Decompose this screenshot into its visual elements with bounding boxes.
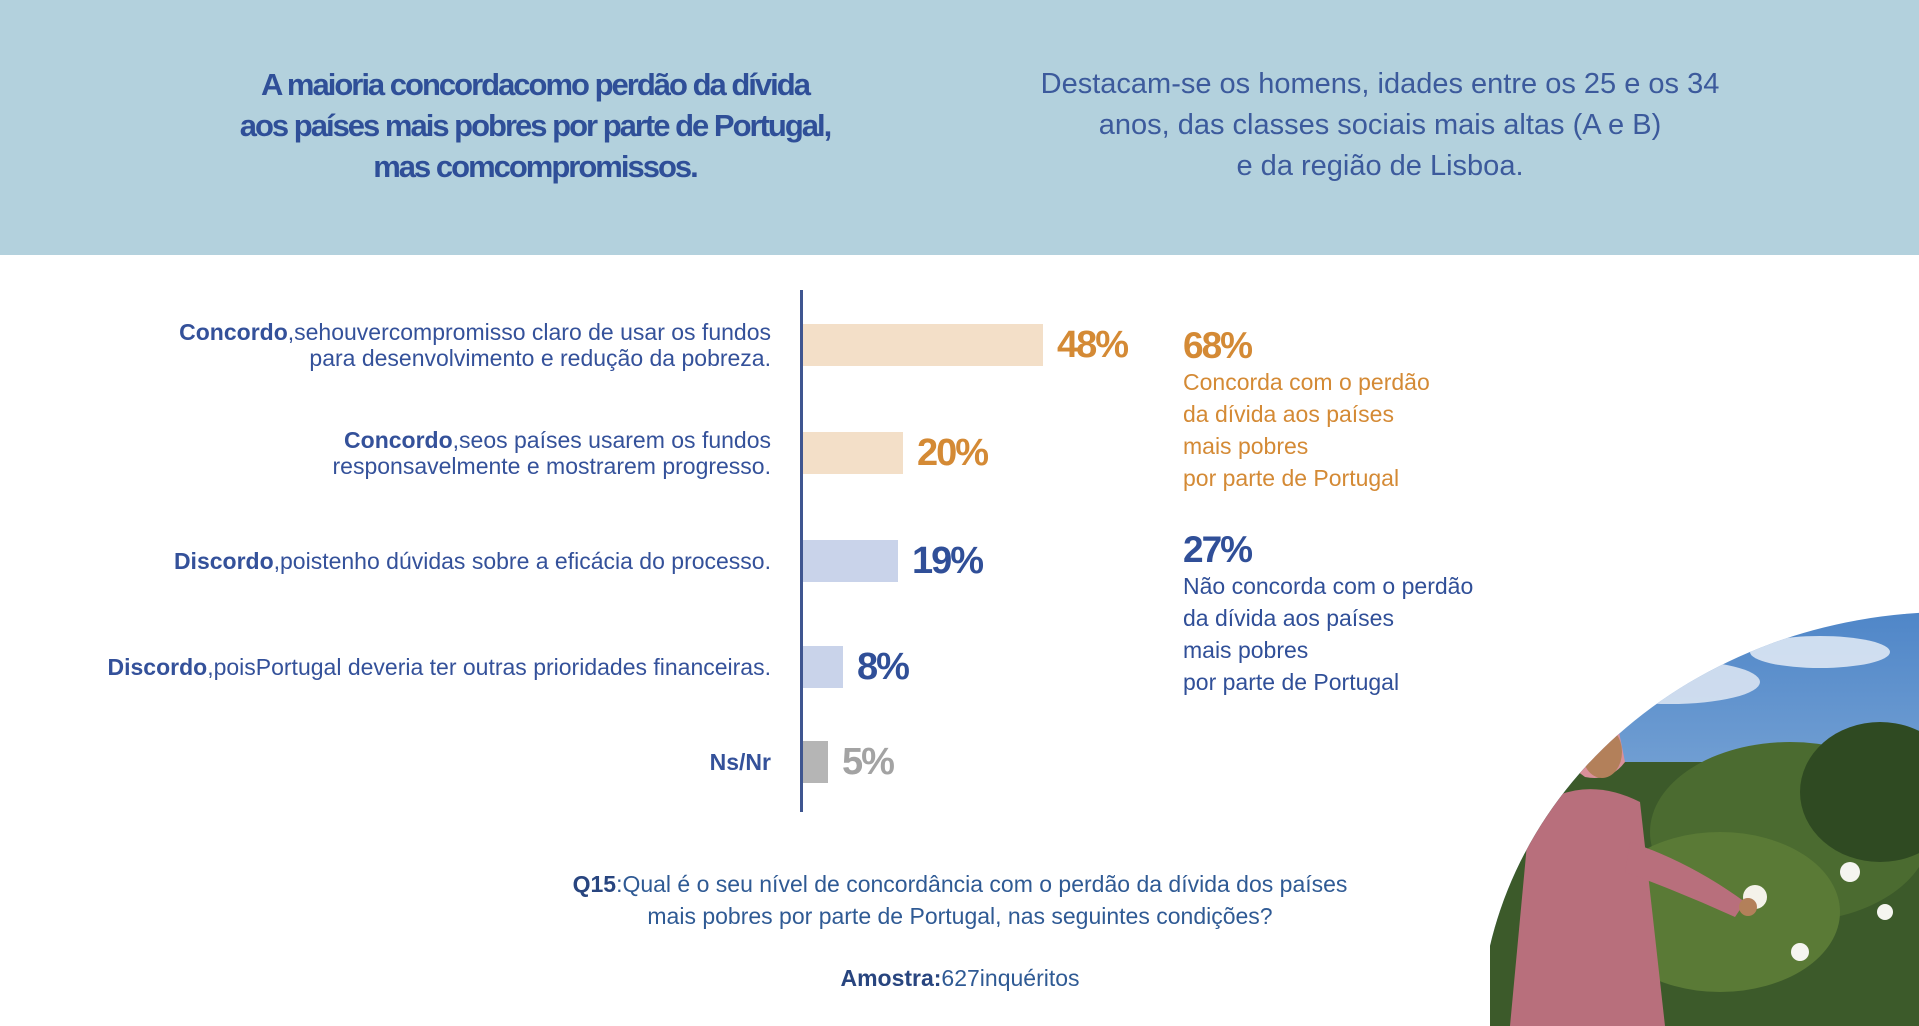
- headline: A maioria concordacomo perdão da dívida …: [170, 64, 900, 187]
- category-label: Ns/Nr: [710, 749, 771, 775]
- bar-0: [803, 324, 1043, 366]
- bar-value-label: 48%: [1057, 324, 1129, 366]
- chart-axis: [800, 290, 803, 812]
- headline-line: mas comcompromissos.: [373, 149, 699, 184]
- bar-2: [803, 540, 898, 582]
- question-text: mais pobres por parte de Portugal, nas s…: [647, 903, 1273, 929]
- category-label: Discordo,poisPortugal deveria ter outras…: [108, 654, 772, 680]
- summary-line: mais pobres: [1183, 637, 1309, 663]
- headline-line: A maioria concordacomo perdão da dívida: [261, 67, 811, 102]
- headline-line: aos países mais pobres por parte de Port…: [239, 108, 833, 143]
- bar-value-label: 20%: [917, 432, 989, 474]
- category-label-bold: Ns/Nr: [709, 749, 771, 775]
- summary-agree-text: Concorda com o perdão da dívida aos país…: [1183, 366, 1430, 494]
- category-label-bold: Discordo: [107, 654, 208, 680]
- question-id: Q15: [572, 871, 617, 897]
- category-label: Concordo,seos países usarem os fundos res…: [333, 427, 771, 479]
- sample-value: 627inquéritos: [941, 965, 1080, 991]
- survey-question: Q15:Qual é o seu nível de concordância c…: [500, 868, 1420, 932]
- bar-4: [803, 741, 828, 783]
- summary-line: da dívida aos países: [1183, 401, 1394, 427]
- bar-value-label: 19%: [912, 540, 984, 582]
- subhead-line: e da região de Lisboa.: [1236, 150, 1524, 182]
- category-label-text: ,sehouvercompromisso claro de usar os fu…: [287, 319, 771, 345]
- summary-agree-pct: 68%: [1183, 325, 1253, 366]
- summary-disagree-text: Não concorda com o perdão da dívida aos …: [1183, 570, 1473, 698]
- category-label-text: ,poistenho dúvidas sobre a eficácia do p…: [273, 548, 771, 574]
- category-label: Discordo,poistenho dúvidas sobre a eficá…: [174, 548, 771, 574]
- sample-size: Amostra:627inquéritos: [700, 962, 1220, 994]
- photo-illustration: [1490, 612, 1919, 1026]
- summary-line: por parte de Portugal: [1183, 465, 1400, 491]
- bar-3: [803, 646, 843, 688]
- category-label-text: para desenvolvimento e redução da pobrez…: [309, 345, 771, 371]
- cotton-field-photo: [1490, 612, 1919, 1026]
- subhead-line: Destacam-se os homens, idades entre os 2…: [1040, 68, 1720, 100]
- sample-label: Amostra:: [840, 965, 942, 991]
- subhead-line: anos, das classes sociais mais altas (A …: [1098, 109, 1662, 141]
- header-banner: A maioria concordacomo perdão da dívida …: [0, 0, 1919, 255]
- category-label-text: responsavelmente e mostrarem progresso.: [332, 453, 771, 479]
- subhead: Destacam-se os homens, idades entre os 2…: [990, 64, 1770, 187]
- summary-line: mais pobres: [1183, 433, 1309, 459]
- category-label-bold: Concordo: [179, 319, 288, 345]
- bar-value-label: 8%: [857, 646, 910, 688]
- bar-1: [803, 432, 903, 474]
- category-label-text: ,poisPortugal deveria ter outras priorid…: [207, 654, 771, 680]
- summary-line: Concorda com o perdão: [1183, 369, 1430, 395]
- summary-line: Não concorda com o perdão: [1183, 573, 1474, 599]
- category-label-bold: Discordo: [173, 548, 274, 574]
- category-label-bold: Concordo: [344, 427, 453, 453]
- summary-disagree-pct: 27%: [1183, 529, 1253, 570]
- question-text: :Qual é o seu nível de concordância com …: [616, 871, 1348, 897]
- summary-line: por parte de Portugal: [1183, 669, 1400, 695]
- category-label: Concordo,sehouvercompromisso claro de us…: [179, 319, 771, 371]
- bar-value-label: 5%: [842, 741, 895, 783]
- summary-line: da dívida aos países: [1183, 605, 1394, 631]
- category-label-text: ,seos países usarem os fundos: [452, 427, 771, 453]
